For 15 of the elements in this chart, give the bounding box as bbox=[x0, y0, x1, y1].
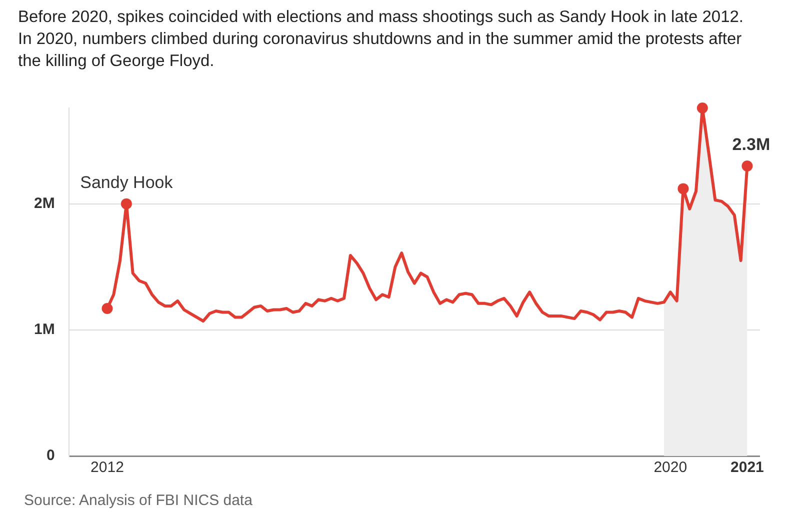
point bbox=[696, 102, 708, 114]
point bbox=[102, 302, 113, 314]
x-tick-label: 2021 bbox=[730, 459, 764, 476]
x-tick-label: 2012 bbox=[90, 459, 124, 476]
chart-title: Before 2020, spikes coincided with elections and mass shootings such as Sandy Hook in late 2012. In 2020, numbers climbed during coronavirus shutdowns and in the summer amid the protests after the killing of George Floyd. bbox=[18, 7, 745, 72]
x-tick-label: 2020 bbox=[654, 459, 688, 476]
point bbox=[678, 183, 689, 194]
source-note: Source: Analysis of FBI NICS data bbox=[24, 492, 252, 509]
point bbox=[120, 198, 132, 210]
y-tick-label: 2M bbox=[34, 194, 55, 212]
point bbox=[742, 160, 753, 172]
y-tick-label: 1M bbox=[34, 321, 55, 338]
y-tick-label: 0 bbox=[46, 447, 55, 464]
annotation: 2.3M bbox=[732, 135, 770, 154]
annotation: Sandy Hook bbox=[80, 173, 174, 192]
